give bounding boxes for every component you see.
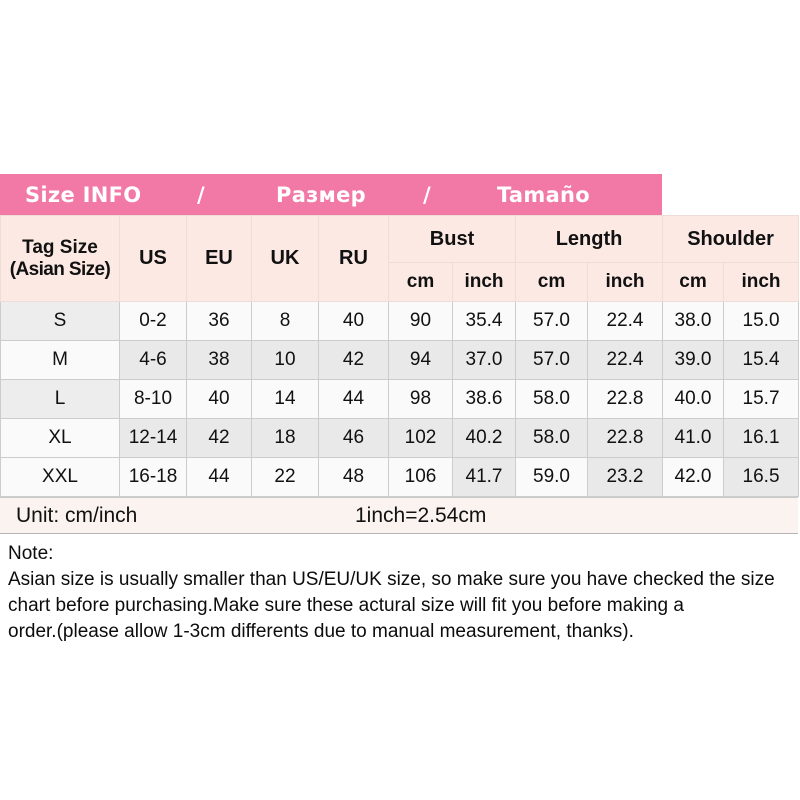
size-cell: 44 <box>318 379 389 419</box>
table-row-l: L 8-10 40 14 44 98 38.6 58.0 22.8 40.0 1… <box>0 379 800 419</box>
size-cell: 16.1 <box>723 418 800 458</box>
size-cell: 57.0 <box>515 301 589 341</box>
note-block: Note: Asian size is usually smaller than… <box>8 541 775 645</box>
size-cell: 23.2 <box>587 457 664 497</box>
row-tag: M <box>0 340 120 380</box>
cm-header: cm <box>388 262 453 302</box>
size-cell: 35.4 <box>451 301 517 341</box>
size-cell: 38 <box>186 340 252 380</box>
size-cell: 40 <box>318 301 389 341</box>
size-cell: 15.4 <box>723 340 800 380</box>
size-cell: 0-2 <box>119 301 187 341</box>
size-cell: 16.5 <box>723 457 800 497</box>
size-cell: 16-18 <box>119 457 187 497</box>
unit-label: Unit: cm/inch <box>16 503 138 527</box>
title-razmer: Размер <box>276 182 367 207</box>
size-cell: 39.0 <box>662 340 725 380</box>
size-cell: 18 <box>251 418 319 458</box>
us-header: US <box>119 215 187 302</box>
slash-separator: / <box>423 182 431 207</box>
size-cell: 10 <box>251 340 319 380</box>
size-cell: 36 <box>186 301 252 341</box>
uk-header: UK <box>251 215 319 302</box>
size-cell: 90 <box>388 301 453 341</box>
note-line: Asian size is usually smaller than US/EU… <box>8 569 775 590</box>
inch-header: inch <box>451 262 517 302</box>
cm-header: cm <box>662 262 725 302</box>
size-cell: 37.0 <box>451 340 517 380</box>
size-cell: 41.0 <box>662 418 725 458</box>
size-cell: 40.0 <box>662 379 725 419</box>
size-cell: 22.4 <box>587 301 664 341</box>
tag-size-header: Tag Size (Asian Size) <box>0 215 120 302</box>
size-cell: 22.8 <box>587 418 664 458</box>
size-cell: 48 <box>318 457 389 497</box>
title-tamano: Tamaño <box>497 182 591 207</box>
note-line: chart before purchasing.Make sure these … <box>8 595 684 616</box>
eu-header: EU <box>186 215 252 302</box>
size-cell: 42.0 <box>662 457 725 497</box>
size-cell: 102 <box>388 418 453 458</box>
size-cell: 57.0 <box>515 340 589 380</box>
conversion-label: 1inch=2.54cm <box>355 503 487 527</box>
size-cell: 40 <box>186 379 252 419</box>
size-cell: 22.8 <box>587 379 664 419</box>
header-group-row: Tag Size (Asian Size) US EU UK RU Bust L… <box>0 215 800 302</box>
unit-bar: Unit: cm/inch 1inch=2.54cm <box>0 497 798 534</box>
size-cell: 22.4 <box>587 340 664 380</box>
row-tag: L <box>0 379 120 419</box>
size-cell: 38.0 <box>662 301 725 341</box>
tag-size-line2: (Asian Size) <box>9 258 111 280</box>
inch-header: inch <box>587 262 664 302</box>
size-cell: 44 <box>186 457 252 497</box>
slash-separator: / <box>197 182 205 207</box>
size-table: Tag Size (Asian Size) US EU UK RU Bust L… <box>0 215 800 497</box>
note-label: Note: <box>8 543 54 564</box>
bust-header: Bust <box>387 215 517 263</box>
table-row-xxl: XXL 16-18 44 22 48 106 41.7 59.0 23.2 42… <box>0 457 800 497</box>
table-row-m: M 4-6 38 10 42 94 37.0 57.0 22.4 39.0 15… <box>0 340 800 380</box>
size-cell: 42 <box>186 418 252 458</box>
size-cell: 59.0 <box>515 457 589 497</box>
size-cell: 8 <box>251 301 319 341</box>
title-bar: Size INFO / Размер / Tamaño <box>0 174 662 215</box>
size-cell: 41.7 <box>451 457 517 497</box>
note-line: order.(please allow 1-3cm differents due… <box>8 621 634 642</box>
ru-header: RU <box>318 215 389 302</box>
tag-size-line1: Tag Size <box>22 236 98 258</box>
row-tag: XL <box>0 418 120 458</box>
size-cell: 14 <box>251 379 319 419</box>
cm-header: cm <box>515 262 589 302</box>
header-unit-row: cm inch cm inch cm inch <box>1 262 800 302</box>
size-cell: 98 <box>388 379 453 419</box>
size-cell: 15.0 <box>723 301 800 341</box>
title-size-info: Size INFO <box>25 182 142 207</box>
size-cell: 15.7 <box>723 379 800 419</box>
shoulder-header: Shoulder <box>662 215 800 263</box>
size-cell: 22 <box>251 457 319 497</box>
table-row-xl: XL 12-14 42 18 46 102 40.2 58.0 22.8 41.… <box>0 418 800 458</box>
size-cell: 12-14 <box>119 418 187 458</box>
size-cell: 8-10 <box>119 379 187 419</box>
size-cell: 40.2 <box>451 418 517 458</box>
size-cell: 4-6 <box>119 340 187 380</box>
table-row-s: S 0-2 36 8 40 90 35.4 57.0 22.4 38.0 15.… <box>0 301 800 341</box>
row-tag: S <box>0 301 120 341</box>
size-cell: 38.6 <box>451 379 517 419</box>
size-cell: 58.0 <box>515 379 589 419</box>
size-cell: 106 <box>388 457 453 497</box>
row-tag: XXL <box>0 457 120 497</box>
inch-header: inch <box>723 262 800 302</box>
size-cell: 58.0 <box>515 418 589 458</box>
size-cell: 42 <box>318 340 389 380</box>
size-cell: 46 <box>318 418 389 458</box>
length-header: Length <box>515 215 664 263</box>
size-cell: 94 <box>388 340 453 380</box>
